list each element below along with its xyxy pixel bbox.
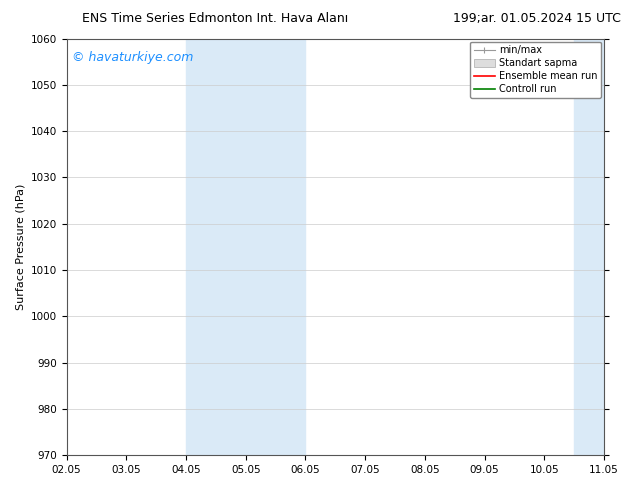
Legend: min/max, Standart sapma, Ensemble mean run, Controll run: min/max, Standart sapma, Ensemble mean r… [470,42,601,98]
Text: ENS Time Series Edmonton Int. Hava Alanı: ENS Time Series Edmonton Int. Hava Alanı [82,12,349,25]
Text: 199;ar. 01.05.2024 15 UTC: 199;ar. 01.05.2024 15 UTC [453,12,621,25]
Bar [574,39,634,455]
Text: © havaturkiye.com: © havaturkiye.com [72,51,193,64]
Y-axis label: Surface Pressure (hPa): Surface Pressure (hPa) [15,184,25,310]
Bar [186,39,306,455]
